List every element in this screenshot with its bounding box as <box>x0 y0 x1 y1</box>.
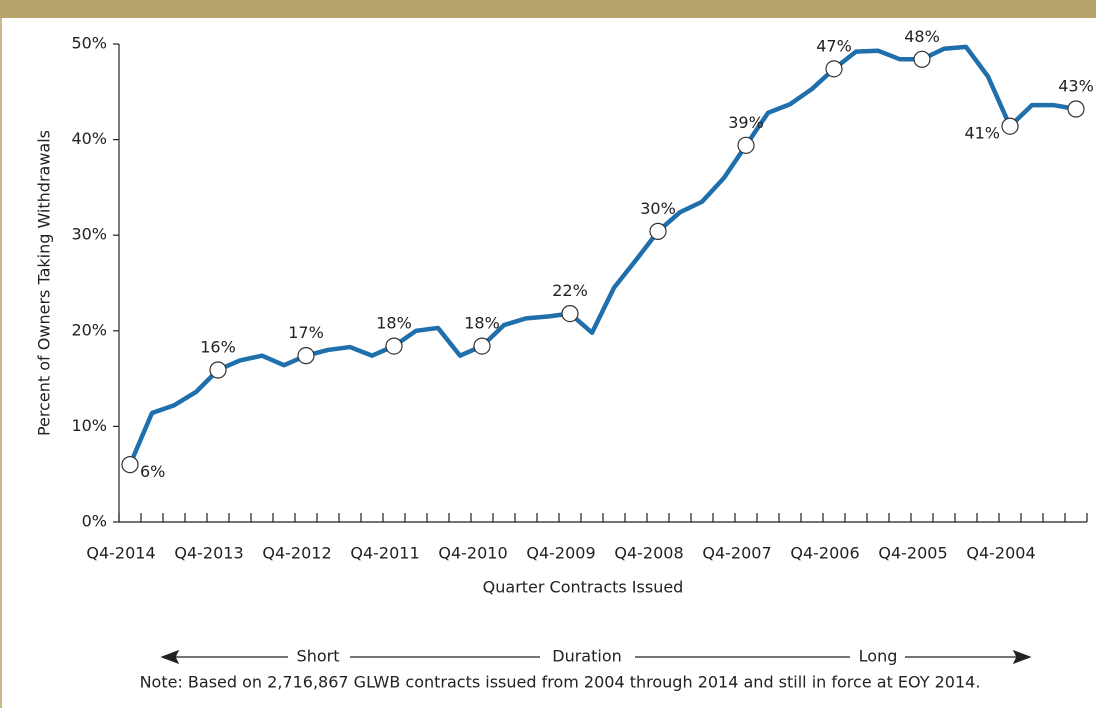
x-tick-label: Q4-2013 <box>174 544 243 563</box>
x-tick-label: Q4-2004 <box>966 544 1035 563</box>
data-label: 39% <box>728 113 764 132</box>
point-marker <box>825 60 843 78</box>
point-marker <box>737 136 755 154</box>
point-marker <box>1067 100 1085 118</box>
data-label: 18% <box>376 314 412 333</box>
point-marker <box>385 337 403 355</box>
x-tick-label: Q4-2007 <box>702 544 771 563</box>
x-axis-title: Quarter Contracts Issued <box>483 578 684 597</box>
x-tick-label: Q4-2014 <box>86 544 155 563</box>
point-marker <box>297 347 315 365</box>
point-marker <box>473 337 491 355</box>
point-marker <box>913 50 931 68</box>
y-tick-label: 20% <box>71 320 107 339</box>
left-border <box>0 18 2 708</box>
data-label: 18% <box>464 314 500 333</box>
note: Note: Based on 2,716,867 GLWB contracts … <box>140 673 981 692</box>
x-tick-label: Q4-2011 <box>350 544 419 563</box>
y-tick-label: 50% <box>71 34 107 53</box>
x-tick-label: Q4-2005 <box>878 544 947 563</box>
y-axis-title: Percent of Owners Taking Withdrawals <box>35 130 54 436</box>
data-label: 16% <box>200 337 236 356</box>
point-marker <box>121 456 139 474</box>
data-label: 41% <box>964 124 1000 143</box>
data-label: 47% <box>816 36 852 55</box>
data-label: 30% <box>640 199 676 218</box>
x-tick-label: Q4-2009 <box>526 544 595 563</box>
x-tick-label: Q4-2008 <box>614 544 683 563</box>
duration-label: Long <box>859 647 898 666</box>
point-marker <box>649 222 667 240</box>
data-label: 6% <box>140 462 165 481</box>
data-label: 22% <box>552 281 588 300</box>
y-tick-label: 10% <box>71 416 107 435</box>
data-label: 17% <box>288 323 324 342</box>
x-tick-label: Q4-2010 <box>438 544 507 563</box>
point-marker <box>561 304 579 323</box>
data-label: 43% <box>1058 77 1094 96</box>
line <box>127 44 1077 466</box>
duration-label: Duration <box>552 647 622 666</box>
y-tick-label: 40% <box>71 129 107 148</box>
duration-label: Short <box>297 647 340 666</box>
x-tick-label: Q4-2012 <box>262 544 331 563</box>
point-marker <box>209 361 227 379</box>
y-tick-label: 0% <box>82 512 107 531</box>
duration-arrow <box>160 649 1032 665</box>
point-marker <box>1001 117 1019 135</box>
x-tick-label: Q4-2006 <box>790 544 859 563</box>
top-band <box>0 0 1096 18</box>
data-label: 48% <box>904 27 940 46</box>
y-tick-label: 30% <box>71 225 107 244</box>
